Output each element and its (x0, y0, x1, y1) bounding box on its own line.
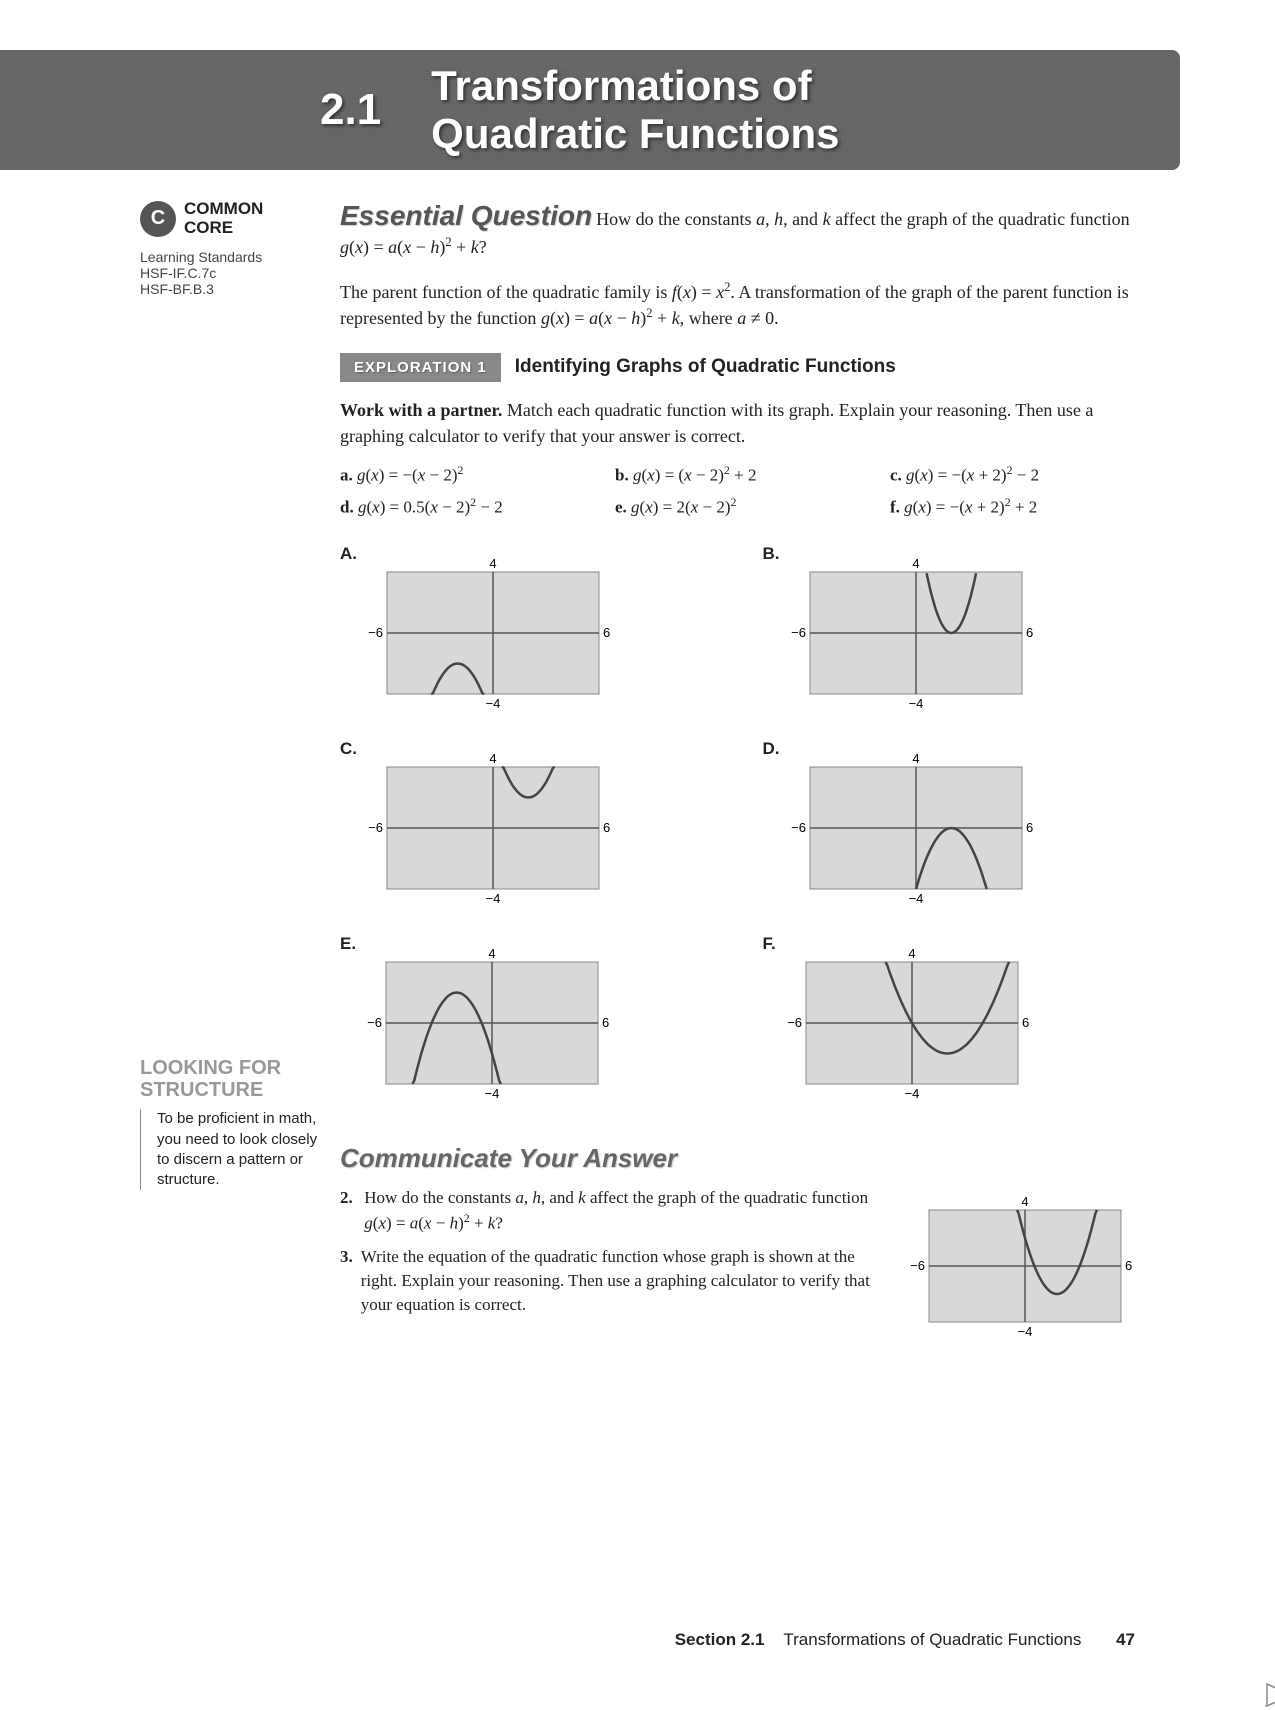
svg-text:4: 4 (488, 946, 495, 961)
svg-text:4: 4 (912, 751, 919, 766)
equation-b: b. g(x) = (x − 2)2 + 2 (615, 463, 870, 486)
standard-2: HSF-BF.B.3 (140, 281, 320, 297)
graphs-grid: A. 4 −4 −6 6 B. 4 −4 −6 6 C. 4 −4 −6 6 D… (340, 548, 1145, 1113)
section-number: 2.1 (320, 85, 381, 135)
equation-c: c. g(x) = −(x + 2)2 − 2 (890, 463, 1145, 486)
svg-text:−4: −4 (485, 1086, 500, 1101)
equation-d: d. g(x) = 0.5(x − 2)2 − 2 (340, 495, 595, 518)
svg-text:−4: −4 (908, 696, 923, 711)
graph-D: D. 4 −4 −6 6 (763, 743, 1146, 918)
communicate-item-3: 3. Write the equation of the quadratic f… (340, 1245, 891, 1316)
graph-A: A. 4 −4 −6 6 (340, 548, 723, 723)
svg-text:6: 6 (1026, 820, 1033, 835)
looking-for-body: To be proficient in math, you need to lo… (140, 1109, 320, 1190)
graph-B: B. 4 −4 −6 6 (763, 548, 1146, 723)
parent-function-text: The parent function of the quadratic fam… (340, 279, 1145, 331)
common-core-badge: C COMMON CORE (140, 200, 320, 237)
svg-text:−6: −6 (787, 1015, 802, 1030)
svg-text:−4: −4 (904, 1086, 919, 1101)
graph-C: C. 4 −4 −6 6 (340, 743, 723, 918)
communicate-item-2: 2. How do the constants a, h, and k affe… (340, 1186, 891, 1235)
svg-text:4: 4 (912, 556, 919, 571)
equations-grid: a. g(x) = −(x − 2)2 b. g(x) = (x − 2)2 +… (340, 463, 1145, 518)
svg-text:4: 4 (489, 556, 496, 571)
equation-f: f. g(x) = −(x + 2)2 + 2 (890, 495, 1145, 518)
graph-F: F. 4 −4 −6 6 (763, 938, 1146, 1113)
essential-question-heading: Essential Question (340, 200, 592, 231)
exploration-instructions: Work with a partner. Match each quadrati… (340, 398, 1145, 448)
svg-text:−4: −4 (486, 696, 501, 711)
arrow-icon (1265, 1680, 1275, 1710)
exploration-badge: EXPLORATION 1 (340, 353, 501, 382)
looking-for-structure: LOOKING FOR STRUCTURE To be proficient i… (140, 1057, 320, 1190)
svg-text:−6: −6 (368, 625, 383, 640)
page-footer: Section 2.1 Transformations of Quadratic… (675, 1630, 1135, 1650)
svg-text:−6: −6 (910, 1258, 925, 1273)
essential-question: Essential Question How do the constants … (340, 200, 1145, 261)
equation-a: a. g(x) = −(x − 2)2 (340, 463, 595, 486)
graph-E: E. 4 −4 −6 6 (340, 938, 723, 1113)
svg-text:−4: −4 (1018, 1324, 1033, 1339)
section-title: Transformations of Quadratic Functions (431, 62, 839, 159)
answer-graph: 4 −4 −6 6 (905, 1186, 1145, 1351)
svg-text:4: 4 (489, 751, 496, 766)
svg-text:−6: −6 (791, 820, 806, 835)
svg-text:6: 6 (603, 820, 610, 835)
svg-text:−6: −6 (368, 820, 383, 835)
svg-text:−6: −6 (367, 1015, 382, 1030)
communicate-list: 2. How do the constants a, h, and k affe… (340, 1186, 1145, 1351)
svg-text:4: 4 (1021, 1194, 1028, 1209)
svg-text:6: 6 (1026, 625, 1033, 640)
equation-e: e. g(x) = 2(x − 2)2 (615, 495, 870, 518)
svg-text:−6: −6 (791, 625, 806, 640)
exploration-title: Identifying Graphs of Quadratic Function… (515, 356, 896, 377)
svg-text:4: 4 (908, 946, 915, 961)
svg-text:6: 6 (1125, 1258, 1132, 1273)
core-icon: C (140, 201, 176, 237)
svg-text:−4: −4 (486, 891, 501, 906)
standards-label: Learning Standards (140, 249, 320, 265)
main-content: Essential Question How do the constants … (340, 200, 1275, 1351)
standard-1: HSF-IF.C.7c (140, 265, 320, 281)
svg-text:6: 6 (603, 625, 610, 640)
section-header-banner: 2.1 Transformations of Quadratic Functio… (0, 50, 1180, 170)
sidebar: C COMMON CORE Learning Standards HSF-IF.… (0, 200, 340, 1351)
communicate-heading: Communicate Your Answer (340, 1143, 1145, 1174)
svg-text:−4: −4 (908, 891, 923, 906)
exploration-header: EXPLORATION 1 Identifying Graphs of Quad… (340, 331, 1145, 382)
svg-text:6: 6 (1022, 1015, 1029, 1030)
svg-text:6: 6 (602, 1015, 609, 1030)
